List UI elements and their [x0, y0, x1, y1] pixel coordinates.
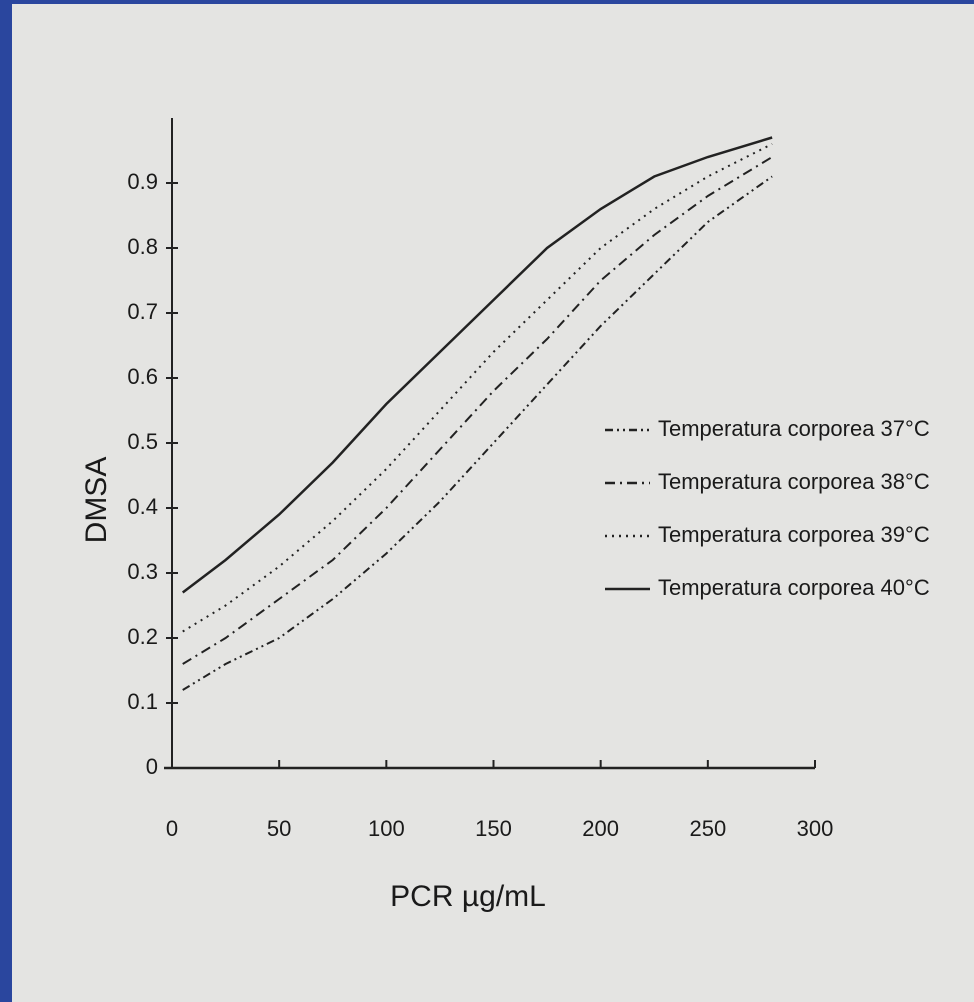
series-line	[182, 143, 773, 633]
legend-label: Temperatura corporea 38°C	[658, 469, 930, 494]
legend-label: Temperatura corporea 39°C	[658, 522, 930, 547]
y-tick-label: 0.5	[127, 429, 158, 454]
y-tick-label: 0.7	[127, 299, 158, 324]
y-tick-label: 0.1	[127, 689, 158, 714]
y-tick-label: 0.9	[127, 169, 158, 194]
x-tick-label: 100	[368, 816, 405, 841]
x-tick-label: 300	[797, 816, 834, 841]
series-line	[181, 136, 773, 594]
legend-label: Temperatura corporea 37°C	[658, 416, 930, 441]
y-tick-label: 0.3	[127, 559, 158, 584]
x-tick-label: 200	[582, 816, 619, 841]
y-tick-label: 0.4	[127, 494, 158, 519]
x-axis-title: PCR µg/mL	[390, 880, 546, 913]
series-line	[182, 175, 773, 691]
legend-label: Temperatura corporea 40°C	[658, 575, 930, 600]
x-tick-label: 250	[689, 816, 726, 841]
y-tick-label: 0.2	[127, 624, 158, 649]
x-tick-label: 150	[475, 816, 512, 841]
x-tick-label: 50	[267, 816, 291, 841]
x-tick-label: 0	[166, 816, 178, 841]
y-tick-label: 0.8	[127, 234, 158, 259]
y-tick-label: 0	[146, 754, 158, 779]
y-tick-label: 0.6	[127, 364, 158, 389]
y-axis-title: DMSA	[80, 457, 113, 544]
series-line	[182, 156, 773, 665]
